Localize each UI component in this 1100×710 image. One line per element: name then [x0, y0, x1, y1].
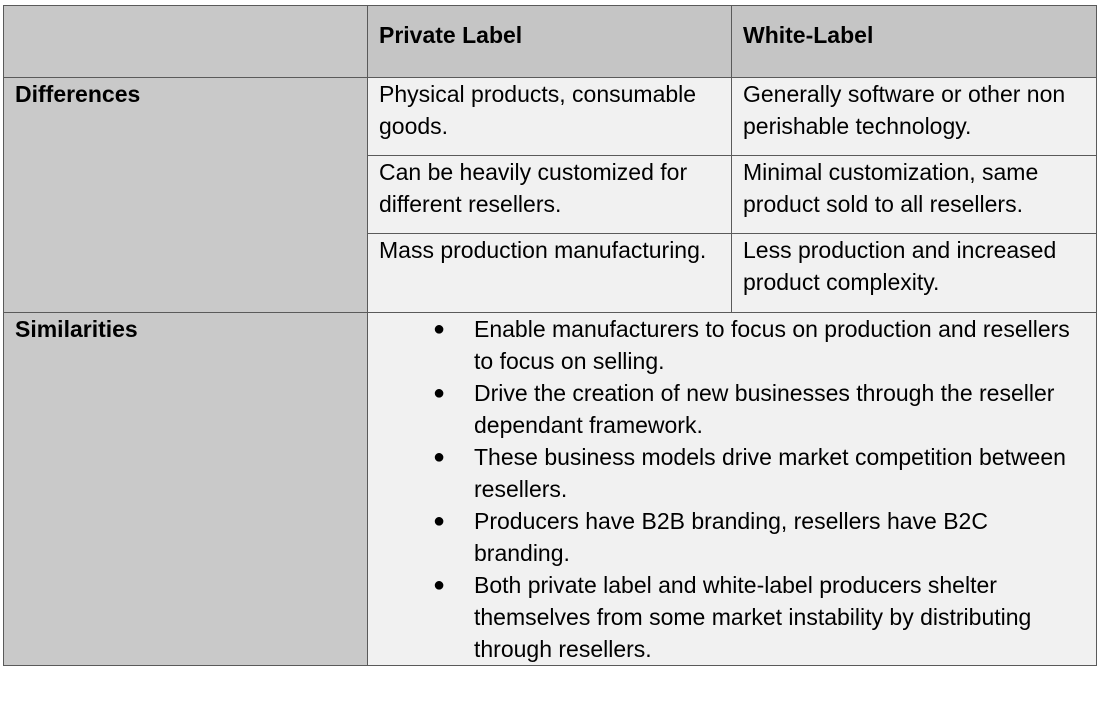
- difference-white-cell: Generally software or other non perishab…: [731, 77, 1097, 156]
- bullet-icon: ●: [433, 318, 446, 340]
- difference-private-cell: Mass production manufacturing.: [367, 233, 732, 313]
- difference-private-cell: Physical products, consumable goods.: [367, 77, 732, 156]
- list-item-text: Drive the creation of new businesses thr…: [474, 380, 1055, 438]
- list-item: ● Drive the creation of new businesses t…: [379, 377, 1086, 441]
- header-row: Private Label White-Label: [3, 5, 1097, 78]
- list-item: ● Producers have B2B branding, resellers…: [379, 505, 1086, 569]
- bullet-icon: ●: [433, 382, 446, 404]
- differences-row: Can be heavily customized for different …: [4, 155, 1097, 234]
- list-item: ● Enable manufacturers to focus on produ…: [379, 313, 1086, 377]
- differences-label: Differences: [3, 77, 368, 313]
- header-white-label: White-Label: [731, 5, 1097, 78]
- comparison-table: Private Label White-Label Differences Ph…: [3, 5, 1097, 666]
- header-private-label: Private Label: [367, 5, 732, 78]
- list-item-text: Producers have B2B branding, resellers h…: [474, 508, 988, 566]
- list-item: ● These business models drive market com…: [379, 441, 1086, 505]
- bullet-icon: ●: [433, 510, 446, 532]
- bullet-icon: ●: [433, 574, 446, 596]
- differences-row: Differences Physical products, consumabl…: [3, 77, 1097, 313]
- list-item: ● Both private label and white-label pro…: [379, 569, 1086, 665]
- list-item-text: Both private label and white-label produ…: [474, 572, 1032, 662]
- header-corner-cell: [3, 5, 368, 78]
- similarities-list: ● Enable manufacturers to focus on produ…: [379, 313, 1086, 665]
- difference-private-cell: Can be heavily customized for different …: [367, 155, 732, 234]
- list-item-text: Enable manufacturers to focus on product…: [474, 316, 1070, 374]
- difference-white-cell: Less production and increased product co…: [731, 233, 1097, 313]
- bullet-icon: ●: [433, 446, 446, 468]
- similarities-cell: ● Enable manufacturers to focus on produ…: [367, 312, 1097, 666]
- difference-white-cell: Minimal customization, same product sold…: [731, 155, 1097, 234]
- list-item-text: These business models drive market compe…: [474, 444, 1066, 502]
- differences-row: Mass production manufacturing. Less prod…: [4, 233, 1097, 313]
- similarities-row: Similarities ● Enable manufacturers to f…: [3, 312, 1097, 666]
- similarities-label: Similarities: [3, 312, 368, 666]
